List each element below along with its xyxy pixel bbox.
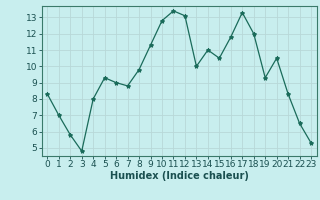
- X-axis label: Humidex (Indice chaleur): Humidex (Indice chaleur): [110, 171, 249, 181]
